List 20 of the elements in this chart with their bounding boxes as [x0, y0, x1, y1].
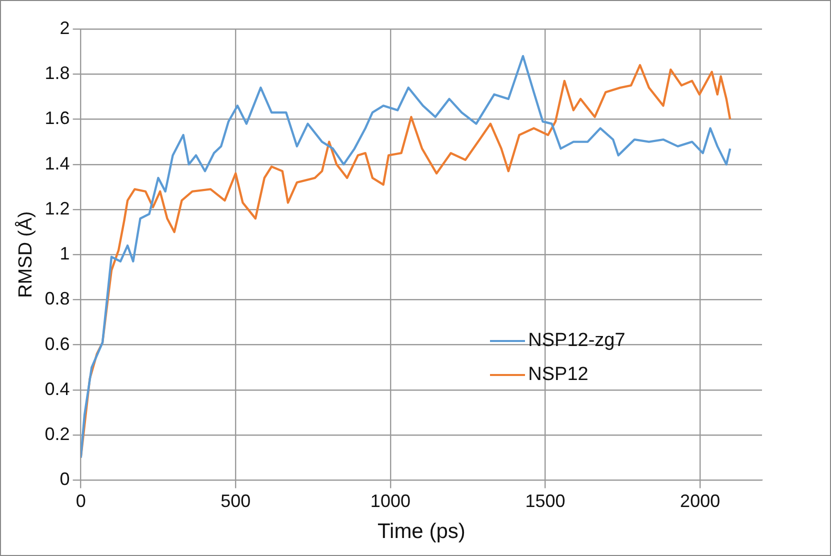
x-tick-label: 1000 — [370, 490, 410, 511]
legend-label: NSP12-zg7 — [528, 330, 626, 352]
x-axis-title: Time (ps) — [377, 520, 466, 544]
x-tick-label: 1500 — [525, 490, 566, 511]
y-tick-label: 1 — [60, 244, 70, 264]
y-tick-label: 1.8 — [44, 63, 70, 84]
y-tick-label: 2 — [60, 18, 70, 38]
x-tick-label: 0 — [76, 490, 86, 511]
y-tick-label: 1.2 — [44, 198, 70, 218]
y-tick-label: 0 — [60, 469, 70, 490]
x-tick-label: 500 — [220, 490, 251, 511]
y-axis-title: RMSD (Å) — [14, 211, 37, 298]
legend-label: NSP12 — [528, 364, 588, 386]
x-tick-label: 2000 — [680, 490, 720, 511]
y-tick-label: 0.2 — [44, 424, 70, 444]
y-tick-label: 1.6 — [44, 108, 70, 128]
y-tick-label: 0.6 — [44, 334, 70, 354]
y-tick-label: 0.4 — [44, 378, 70, 399]
y-tick-label: 0.8 — [44, 288, 70, 309]
y-tick-label: 1.4 — [44, 153, 70, 174]
